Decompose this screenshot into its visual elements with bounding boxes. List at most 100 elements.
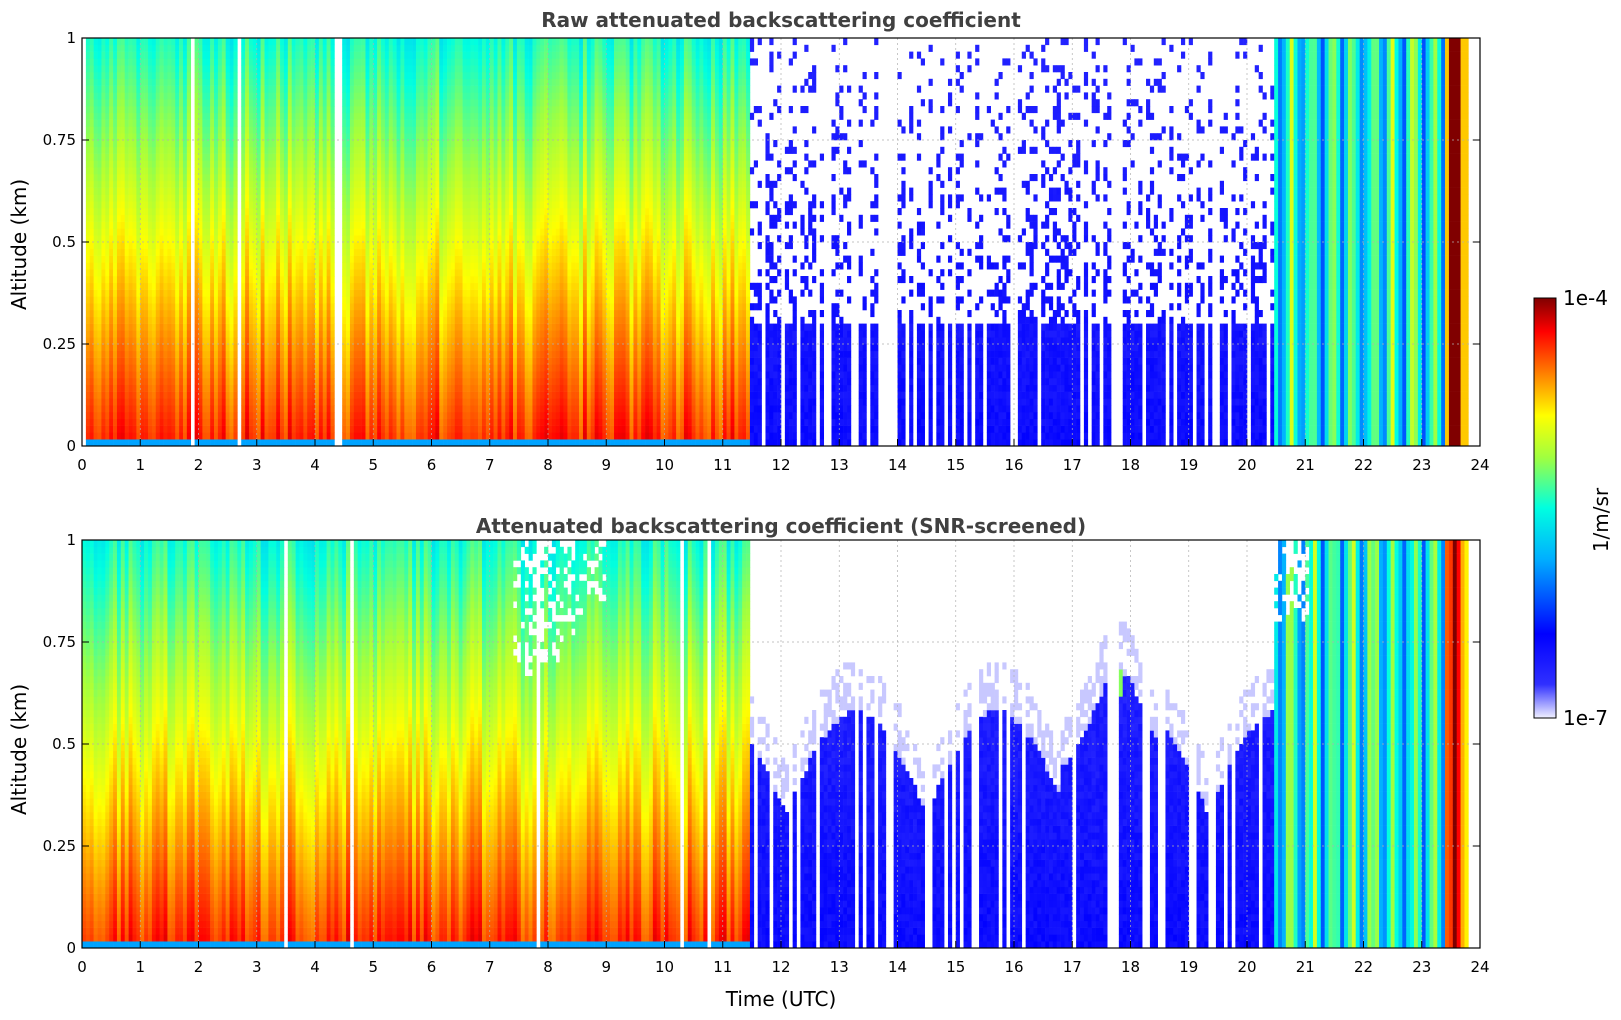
heatmap-cell	[385, 147, 389, 154]
heatmap-cell	[156, 364, 160, 371]
heatmap-cell	[109, 283, 113, 290]
heatmap-cell	[331, 439, 335, 446]
heatmap-cell	[400, 120, 404, 127]
heatmap-cell	[199, 283, 203, 290]
heatmap-cell	[218, 296, 222, 303]
heatmap-cell	[210, 215, 214, 222]
heatmap-cell	[90, 412, 94, 419]
heatmap-cell	[121, 92, 125, 99]
heatmap-cell	[86, 432, 90, 439]
heatmap-cell	[136, 174, 140, 181]
heatmap-cell	[268, 337, 272, 344]
heatmap-cell	[129, 378, 133, 385]
heatmap-cell	[125, 256, 129, 263]
heatmap-cell	[241, 303, 245, 310]
heatmap-cell	[331, 235, 335, 242]
heatmap-cell	[404, 160, 408, 167]
heatmap-cell	[393, 290, 397, 297]
heatmap-cell	[381, 392, 385, 399]
heatmap-cell	[261, 72, 265, 79]
heatmap-cell	[404, 201, 408, 208]
heatmap-cell	[257, 385, 261, 392]
heatmap-cell	[121, 181, 125, 188]
heatmap-cell	[354, 222, 358, 229]
heatmap-cell	[249, 222, 253, 229]
heatmap-cell	[400, 174, 404, 181]
heatmap-cell	[389, 330, 393, 337]
heatmap-cell	[222, 426, 226, 433]
heatmap-cell	[284, 385, 288, 392]
heatmap-cell	[98, 303, 102, 310]
heatmap-cell	[373, 160, 377, 167]
heatmap-cell	[226, 432, 230, 439]
heatmap-cell	[296, 310, 300, 317]
heatmap-cell	[167, 79, 171, 86]
heatmap-cell	[241, 160, 245, 167]
heatmap-cell	[86, 235, 90, 242]
heatmap-cell	[412, 167, 416, 174]
heatmap-cell	[268, 296, 272, 303]
heatmap-cell	[187, 106, 191, 113]
heatmap-cell	[303, 317, 307, 324]
heatmap-cell	[222, 256, 226, 263]
heatmap-cell	[187, 324, 191, 331]
heatmap-cell	[276, 72, 280, 79]
heatmap-cell	[140, 337, 144, 344]
heatmap-cell	[416, 208, 420, 215]
heatmap-cell	[358, 174, 362, 181]
heatmap-cell	[179, 208, 183, 215]
heatmap-cell	[199, 72, 203, 79]
heatmap-cell	[125, 133, 129, 140]
heatmap-cell	[179, 337, 183, 344]
heatmap-cell	[307, 324, 311, 331]
heatmap-cell	[226, 317, 230, 324]
heatmap-cell	[101, 364, 105, 371]
heatmap-cell	[373, 181, 377, 188]
heatmap-cell	[288, 398, 292, 405]
heatmap-cell	[389, 235, 393, 242]
heatmap-cell	[389, 412, 393, 419]
heatmap-cell	[404, 228, 408, 235]
heatmap-cell	[303, 194, 307, 201]
heatmap-cell	[241, 86, 245, 93]
heatmap-cell	[98, 126, 102, 133]
heatmap-cell	[98, 330, 102, 337]
heatmap-cell	[94, 160, 98, 167]
heatmap-cell	[389, 147, 393, 154]
heatmap-cell	[199, 303, 203, 310]
heatmap-cell	[381, 92, 385, 99]
heatmap-cell	[303, 120, 307, 127]
heatmap-cell	[179, 228, 183, 235]
heatmap-cell	[404, 52, 408, 59]
heatmap-cell	[152, 426, 156, 433]
heatmap-cell	[342, 371, 346, 378]
heatmap-cell	[109, 317, 113, 324]
heatmap-cell	[117, 317, 121, 324]
heatmap-cell	[113, 290, 117, 297]
heatmap-cell	[129, 405, 133, 412]
heatmap-cell	[342, 269, 346, 276]
heatmap-cell	[404, 405, 408, 412]
heatmap-cell	[132, 242, 136, 249]
heatmap-cell	[109, 385, 113, 392]
heatmap-cell	[214, 303, 218, 310]
heatmap-cell	[404, 181, 408, 188]
heatmap-cell	[160, 371, 164, 378]
heatmap-cell	[265, 419, 269, 426]
heatmap-cell	[230, 147, 234, 154]
heatmap-cell	[420, 378, 424, 385]
heatmap-cell	[397, 58, 401, 65]
heatmap-cell	[167, 113, 171, 120]
heatmap-cell	[125, 337, 129, 344]
heatmap-cell	[327, 249, 331, 256]
heatmap-cell	[226, 303, 230, 310]
heatmap-cell	[129, 167, 133, 174]
heatmap-cell	[160, 228, 164, 235]
heatmap-cell	[288, 126, 292, 133]
heatmap-cell	[416, 242, 420, 249]
heatmap-cell	[129, 126, 133, 133]
heatmap-cell	[202, 208, 206, 215]
heatmap-cell	[206, 317, 210, 324]
heatmap-cell	[183, 262, 187, 269]
heatmap-cell	[296, 398, 300, 405]
